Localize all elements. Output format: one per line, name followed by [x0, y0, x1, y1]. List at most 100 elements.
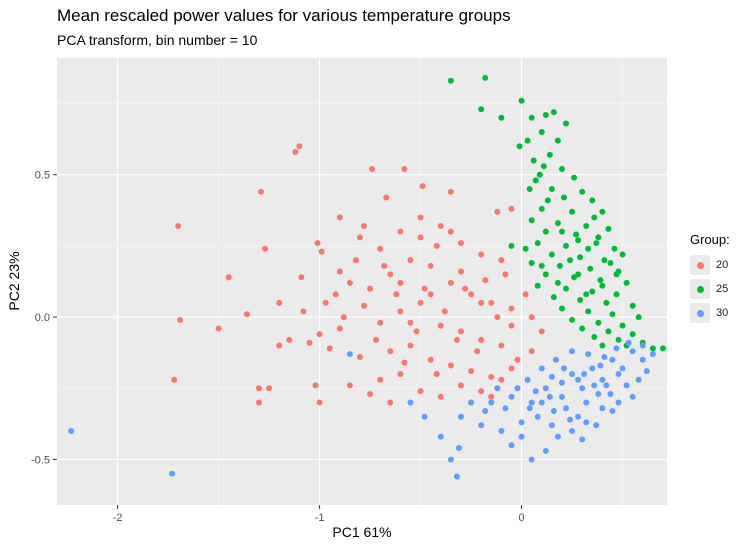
y-axis-label: PC2 23% — [6, 251, 22, 310]
data-point-group-30 — [607, 390, 614, 397]
data-point-group-30 — [569, 348, 576, 355]
data-point-group-25 — [563, 120, 570, 127]
data-point-group-20 — [276, 299, 283, 306]
data-point-group-25 — [583, 291, 590, 298]
data-point-group-20 — [322, 299, 329, 306]
data-point-group-30 — [548, 422, 555, 429]
data-point-group-20 — [488, 393, 495, 400]
data-point-group-20 — [457, 382, 464, 389]
data-point-group-30 — [453, 473, 460, 480]
data-point-group-20 — [255, 385, 262, 392]
data-point-group-20 — [407, 342, 414, 349]
data-point-group-25 — [546, 151, 553, 158]
data-point-group-30 — [569, 371, 576, 378]
data-point-group-30 — [603, 382, 610, 389]
data-point-group-30 — [468, 399, 475, 406]
data-point-group-20 — [397, 371, 404, 378]
data-point-group-30 — [589, 365, 596, 372]
data-point-group-30 — [563, 405, 570, 412]
data-point-group-30 — [601, 353, 608, 360]
data-point-group-25 — [609, 311, 616, 318]
data-point-group-25 — [599, 282, 606, 289]
data-point-group-30 — [518, 419, 525, 426]
data-point-group-20 — [494, 208, 501, 215]
data-point-group-20 — [457, 328, 464, 335]
data-point-group-20 — [447, 188, 454, 195]
data-point-group-25 — [591, 334, 598, 341]
data-point-group-20 — [453, 336, 460, 343]
data-point-group-25 — [587, 265, 594, 272]
data-point-group-25 — [629, 331, 636, 338]
data-point-group-30 — [639, 356, 646, 363]
x-tick-label: -1 — [315, 512, 325, 524]
data-point-group-30 — [575, 413, 582, 420]
data-point-group-20 — [296, 143, 303, 150]
data-point-group-25 — [659, 345, 666, 352]
data-point-group-25 — [538, 129, 545, 136]
data-point-group-30 — [482, 408, 489, 415]
data-point-group-20 — [361, 302, 368, 309]
data-point-group-25 — [583, 222, 590, 229]
x-axis-label: PC1 61% — [332, 524, 391, 540]
data-point-group-20 — [447, 279, 454, 286]
data-point-group-20 — [175, 222, 182, 229]
data-point-group-30 — [524, 376, 531, 383]
data-point-group-30 — [585, 351, 592, 358]
data-point-group-20 — [417, 299, 424, 306]
data-point-group-25 — [563, 285, 570, 292]
data-point-group-30 — [447, 456, 454, 463]
legend-key — [690, 255, 710, 275]
data-point-group-30 — [550, 408, 557, 415]
x-tick-label: 0 — [519, 512, 525, 524]
data-point-group-20 — [401, 166, 408, 173]
legend-key — [690, 303, 710, 323]
data-point-group-30 — [649, 351, 656, 358]
data-point-group-30 — [457, 413, 464, 420]
data-point-group-25 — [536, 171, 543, 178]
y-axis: -0.5 0.0 0.5 — [31, 170, 57, 466]
data-point-group-20 — [417, 388, 424, 395]
data-point-group-20 — [457, 268, 464, 275]
y-tick-label: 0.5 — [35, 170, 50, 182]
data-point-group-20 — [387, 271, 394, 278]
data-point-group-30 — [528, 399, 535, 406]
data-point-group-25 — [585, 245, 592, 252]
data-point-group-20 — [336, 214, 343, 221]
data-point-group-20 — [421, 285, 428, 292]
data-point-group-30 — [532, 388, 539, 395]
data-point-group-20 — [316, 399, 323, 406]
data-point-group-20 — [478, 336, 485, 343]
data-point-group-25 — [528, 217, 535, 224]
data-point-group-30 — [498, 427, 505, 434]
x-tick-label: -2 — [113, 512, 123, 524]
data-point-group-20 — [397, 279, 404, 286]
data-point-group-30 — [514, 385, 521, 392]
data-point-group-20 — [367, 285, 374, 292]
data-point-group-20 — [407, 257, 414, 264]
data-point-group-25 — [577, 254, 584, 261]
legend-label: 30 — [716, 307, 729, 319]
data-point-group-25 — [447, 77, 454, 84]
grid-minor — [57, 58, 667, 505]
data-point-group-20 — [356, 234, 363, 241]
data-point-group-20 — [177, 316, 184, 323]
data-point-group-20 — [474, 348, 481, 355]
data-point-group-25 — [522, 245, 529, 252]
data-point-group-30 — [518, 433, 525, 440]
data-point-group-20 — [482, 277, 489, 284]
data-point-group-25 — [544, 197, 551, 204]
data-point-group-20 — [215, 325, 222, 332]
data-point-group-30 — [552, 356, 559, 363]
data-point-group-20 — [356, 353, 363, 360]
data-point-group-20 — [171, 376, 178, 383]
data-point-group-25 — [530, 157, 537, 164]
data-point-group-25 — [554, 220, 561, 227]
data-point-group-30 — [599, 376, 606, 383]
legend-title: Group: — [690, 232, 730, 247]
legend-item-25: 25 — [690, 277, 730, 301]
data-point-group-30 — [502, 405, 509, 412]
data-point-group-25 — [508, 242, 515, 249]
data-point-group-20 — [437, 222, 444, 229]
data-point-group-30 — [623, 382, 630, 389]
